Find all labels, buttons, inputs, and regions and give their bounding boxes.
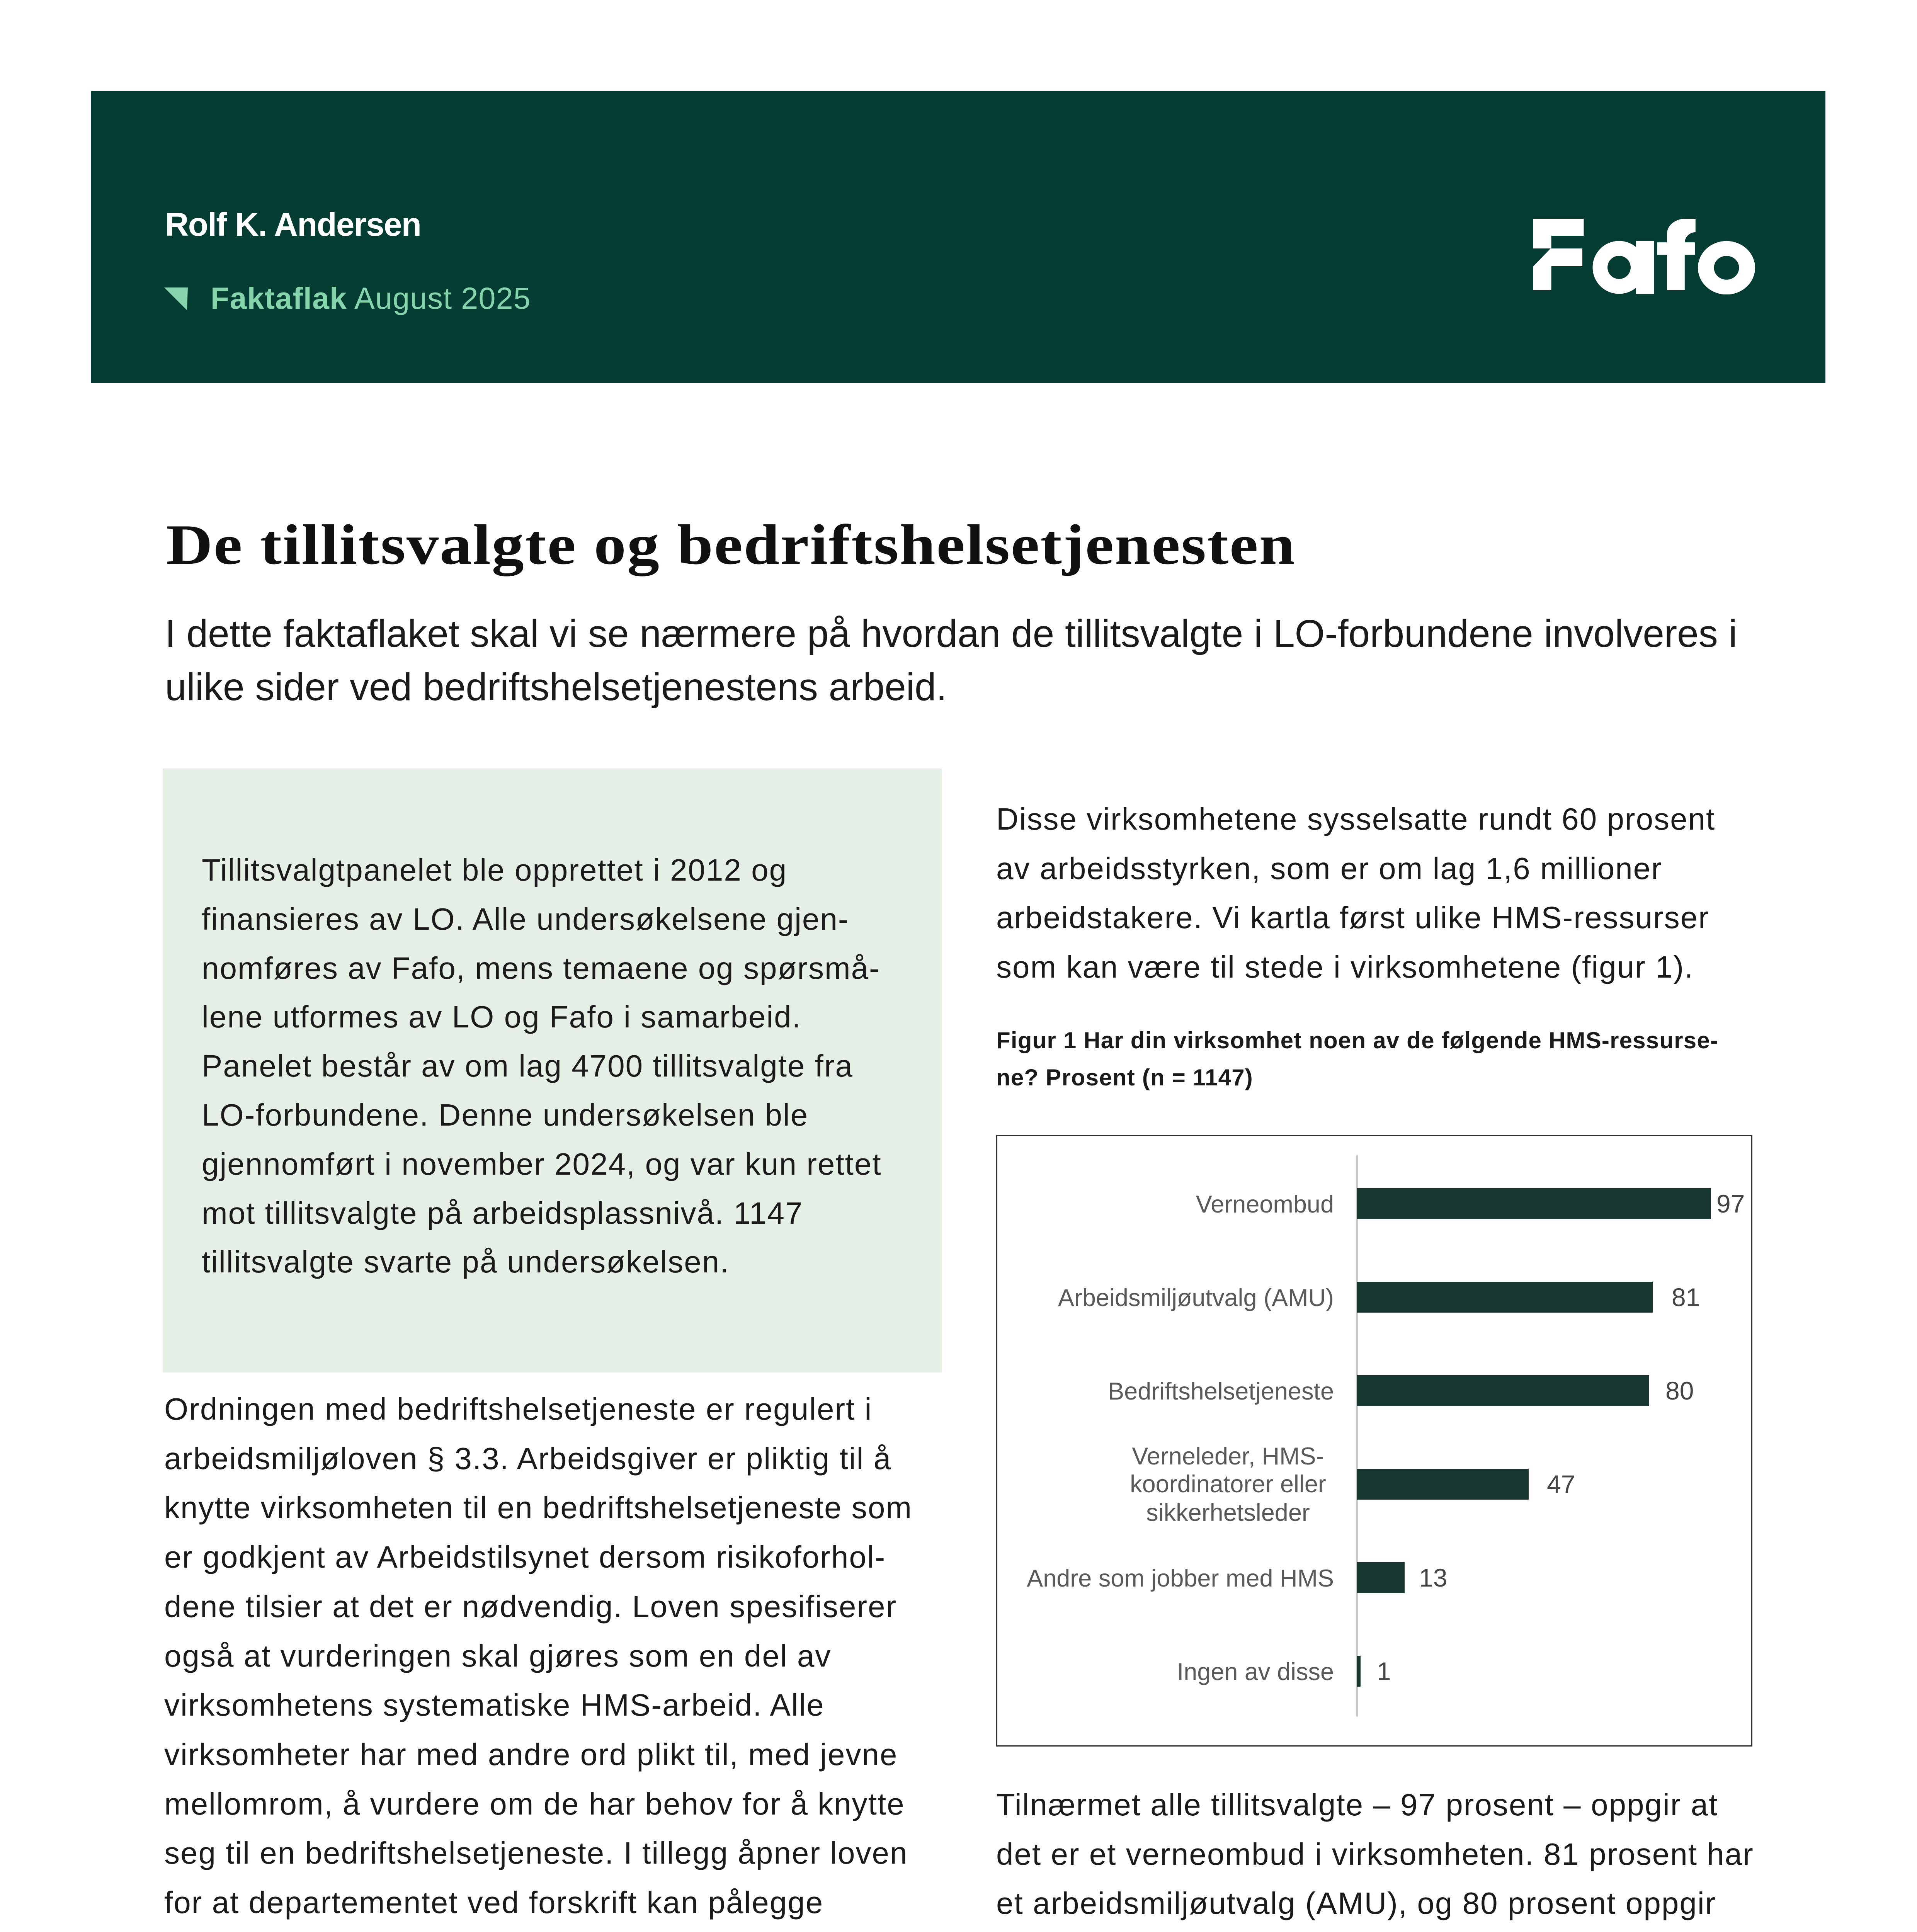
svg-text:Arbeidsmiljøutvalg (AMU): Arbeidsmiljøutvalg (AMU) <box>1058 1284 1334 1311</box>
svg-text:81: 81 <box>1672 1283 1700 1311</box>
svg-text:Bedriftshelsetjeneste: Bedriftshelsetjeneste <box>1108 1378 1334 1405</box>
svg-text:sikkerhetsleder: sikkerhetsleder <box>1146 1499 1310 1526</box>
svg-text:koordinatorer eller: koordinatorer eller <box>1130 1471 1326 1498</box>
svg-text:80: 80 <box>1665 1376 1694 1405</box>
svg-text:Andre som jobber med HMS: Andre som jobber med HMS <box>1027 1565 1334 1592</box>
svg-text:13: 13 <box>1419 1563 1447 1592</box>
svg-text:1: 1 <box>1377 1657 1391 1685</box>
svg-text:Verneombud: Verneombud <box>1196 1191 1334 1218</box>
svg-text:97: 97 <box>1716 1189 1745 1218</box>
svg-text:Ingen av disse: Ingen av disse <box>1177 1658 1334 1685</box>
svg-text:47: 47 <box>1547 1470 1575 1498</box>
svg-text:Verneleder, HMS-: Verneleder, HMS- <box>1132 1443 1324 1470</box>
